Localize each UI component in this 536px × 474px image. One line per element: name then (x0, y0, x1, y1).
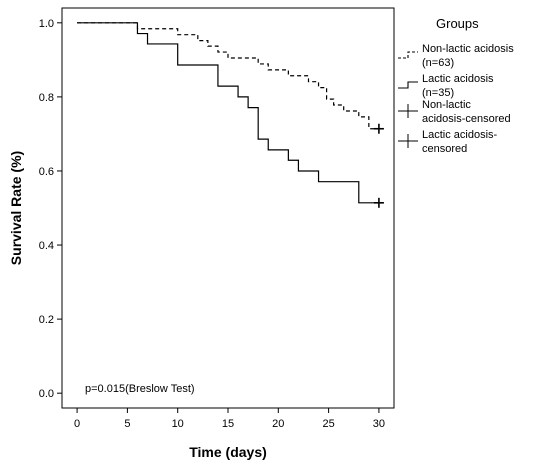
legend-label: censored (422, 143, 467, 155)
legend-censor-swatch (398, 134, 418, 148)
plot-area (61, 7, 395, 409)
survival-curves (77, 22, 384, 208)
y-tick-label: 0.6 (39, 166, 54, 178)
lactic-acidosis-curve (77, 22, 379, 204)
legend-label: (n=63) (422, 57, 454, 69)
legend-swatch (398, 81, 418, 89)
legend-item: Lactic acidosis (n=35) (398, 73, 494, 99)
x-tick-label: 15 (222, 418, 234, 430)
y-tick-label: 0.4 (39, 240, 54, 252)
legend-swatch (398, 51, 418, 59)
legend-label: Lactic acidosis (422, 73, 494, 85)
y-tick-label: 0.0 (39, 388, 54, 400)
x-axis-title: Time (days) (189, 444, 267, 460)
legend-label: acidosis-censored (422, 113, 511, 125)
non-lactic-acidosis-curve (77, 22, 379, 130)
x-axis: 0 5 10 15 20 25 30 (74, 408, 385, 430)
legend-label: Non-lactic acidosis (422, 43, 514, 55)
x-tick-label: 30 (373, 418, 385, 430)
y-axis-title: Survival Rate (%) (8, 151, 24, 265)
y-tick-label: 0.8 (39, 92, 54, 104)
x-tick-label: 20 (272, 418, 284, 430)
y-tick-label: 1.0 (39, 18, 54, 30)
censor-mark (373, 123, 384, 134)
legend: Groups Non-lactic acidosis (n=63) Lactic ac… (398, 16, 514, 155)
x-tick-label: 0 (74, 418, 80, 430)
legend-label: (n=35) (422, 87, 454, 99)
p-value-annotation: p=0.015(Breslow Test) (85, 383, 195, 395)
legend-title: Groups (436, 16, 479, 31)
censor-mark (373, 197, 384, 208)
legend-censor-swatch (398, 104, 418, 118)
x-tick-label: 5 (124, 418, 130, 430)
y-axis: 0.0 0.2 0.4 0.6 0.8 1.0 (39, 18, 62, 400)
legend-item: Lactic acidosis-censored (398, 129, 498, 155)
legend-label: Lactic acidosis- (422, 129, 498, 141)
x-tick-label: 25 (322, 418, 334, 430)
legend-label: Non-lactic (422, 99, 471, 111)
y-tick-label: 0.2 (39, 314, 54, 326)
x-tick-label: 10 (172, 418, 184, 430)
legend-item: Non-lactic acidosis-censored (398, 99, 511, 125)
legend-item: Non-lactic acidosis (n=63) (398, 43, 514, 69)
